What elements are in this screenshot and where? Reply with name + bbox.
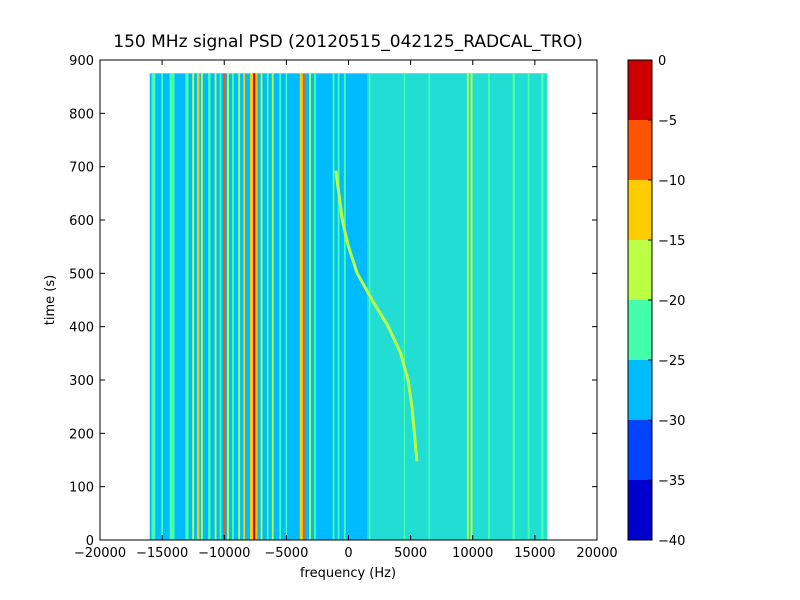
spectral-line: [487, 73, 490, 540]
colorbar-tick-label: −5: [658, 114, 677, 129]
colorbar-tick-label: −10: [658, 174, 685, 189]
y-axis: 0 100 200 300 400 500 600 700 800 900: [69, 54, 597, 549]
plot-area: [149, 73, 548, 540]
spectral-line: [214, 73, 217, 540]
spectral-line: [196, 73, 200, 540]
y-tick-label: 900: [69, 54, 94, 69]
spectral-line: [466, 73, 469, 540]
y-tick-label: 600: [69, 214, 94, 229]
spectral-line: [332, 73, 335, 540]
colorbar-level: [628, 300, 652, 360]
y-tick-label: 400: [69, 321, 94, 336]
colorbar-tick-label: −30: [658, 414, 685, 429]
psd-noise-band: [367, 73, 548, 540]
heatmap-layer: [149, 73, 548, 540]
colorbar-level: [628, 420, 652, 480]
colorbar-level: [628, 180, 652, 240]
spectral-line: [200, 73, 203, 540]
chart-title: 150 MHz signal PSD (20120515_042125_RADC…: [113, 32, 582, 52]
spectral-line: [185, 73, 189, 540]
spectral-line: [238, 73, 241, 540]
y-tick-label: 100: [69, 481, 94, 496]
y-tick-label: 300: [69, 374, 94, 389]
colorbar-level: [628, 240, 652, 300]
x-tick-label: 20000: [576, 546, 617, 561]
x-tick-label: −5000: [264, 546, 308, 561]
drifting-signal-trace: [334, 170, 419, 462]
spectral-line: [232, 73, 234, 540]
spectral-line: [151, 73, 156, 540]
spectral-line: [309, 73, 311, 540]
spectral-line: [161, 73, 164, 540]
spectral-line: [253, 73, 256, 540]
colorbar-tick-label: −20: [658, 294, 685, 309]
colorbar-level: [628, 120, 652, 180]
spectral-line: [169, 73, 175, 540]
spectral-line: [260, 73, 263, 540]
spectral-line: [266, 73, 269, 540]
x-tick-label: 15000: [514, 546, 555, 561]
x-axis: −20000 −15000 −10000 −5000 0 5000 10000 15000 20…: [74, 60, 618, 561]
colorbar-tick-label: −25: [658, 354, 685, 369]
spectral-line: [243, 73, 246, 540]
spectral-line: [250, 73, 254, 540]
spectral-line: [314, 73, 316, 540]
spectral-line: [223, 73, 226, 540]
spectral-line: [271, 73, 274, 540]
x-tick-label: −10000: [198, 546, 250, 561]
colorbar-tick-label: −35: [658, 474, 685, 489]
spectral-line: [219, 73, 222, 540]
spectral-line: [512, 73, 515, 540]
colorbar-tick-label: −40: [658, 534, 685, 549]
spectral-line: [403, 73, 406, 540]
x-tick-label: 10000: [452, 546, 493, 561]
x-tick-label: 5000: [394, 546, 427, 561]
x-tick-label: 0: [344, 546, 352, 561]
colorbar-tick-label: 0: [658, 54, 666, 69]
colorbar-tick-label: −15: [658, 234, 685, 249]
spectral-line: [192, 73, 195, 540]
spectral-line: [428, 73, 431, 540]
spectral-line: [368, 73, 371, 540]
spectral-line: [208, 73, 211, 540]
spectral-line: [541, 73, 544, 540]
y-tick-label: 700: [69, 161, 94, 176]
colorbar-level: [628, 60, 652, 120]
spectral-line: [470, 73, 473, 540]
y-tick-label: 0: [86, 534, 94, 549]
x-tick-label: −20000: [74, 546, 126, 561]
spectral-line: [337, 73, 340, 540]
spectral-line: [227, 73, 229, 540]
y-tick-label: 200: [69, 427, 94, 442]
spectral-line: [299, 73, 303, 540]
y-tick-label: 500: [69, 267, 94, 282]
colorbar-level: [628, 480, 652, 540]
y-axis-label: time (s): [43, 275, 58, 325]
spectral-line: [279, 73, 282, 540]
spectral-line: [302, 73, 305, 540]
x-axis-label: frequency (Hz): [300, 566, 396, 581]
spectral-line: [255, 73, 258, 540]
y-tick-label: 800: [69, 107, 94, 122]
spectral-line: [285, 73, 288, 540]
colorbar-frame: [627, 59, 653, 541]
colorbar: 0 −5 −10 −15 −20 −25 −30 −35 −40: [628, 54, 685, 549]
spectral-line: [343, 73, 346, 540]
colorbar-level: [628, 360, 652, 420]
spectral-line: [527, 73, 530, 540]
x-tick-label: −15000: [136, 546, 188, 561]
